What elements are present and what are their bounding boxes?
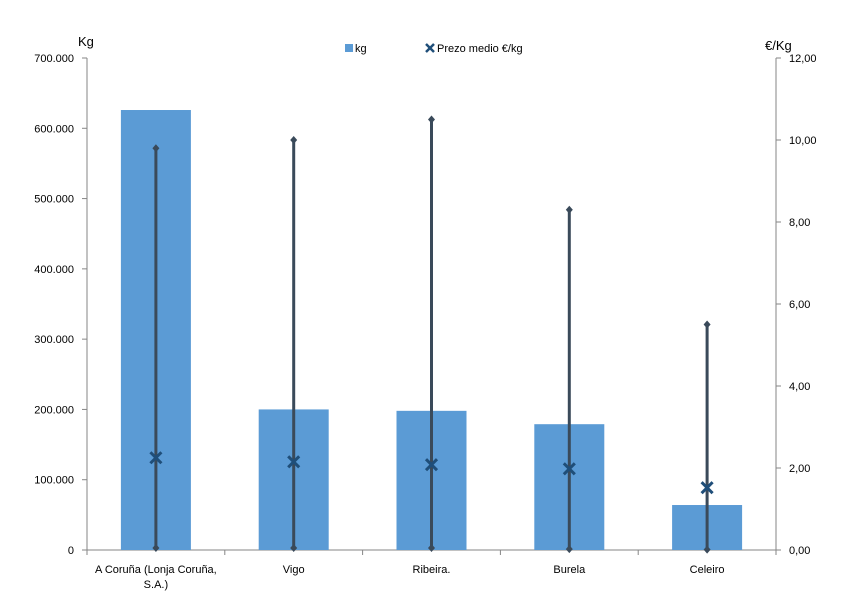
left-axis-tick-label: 200.000: [34, 404, 74, 416]
price-range-min-marker: [428, 543, 435, 552]
price-range-max-marker: [428, 115, 435, 124]
left-axis-tick-label: 600.000: [34, 123, 74, 135]
price-range-max-marker: [290, 136, 298, 144]
legend: kg Prezo medio €/kg: [345, 43, 523, 55]
price-avg-marker: [149, 451, 163, 465]
left-axis-tick-label: 300.000: [34, 334, 74, 346]
right-axis-tick-label: 10,00: [789, 135, 817, 147]
price-range-min-marker: [152, 543, 160, 552]
price-range-series: [149, 115, 714, 554]
price-range-min-marker: [703, 545, 711, 554]
right-axis-title: €/Kg: [765, 38, 792, 53]
right-axis-tick-label: 12,00: [789, 53, 817, 65]
left-axis-title: Kg: [78, 34, 94, 49]
legend-swatch-kg: [345, 44, 353, 52]
price-avg-marker: [562, 462, 576, 476]
left-axis-tick-label: 500.000: [34, 194, 74, 206]
right-axis-tick-label: 8,00: [789, 217, 810, 229]
price-range-min-marker: [290, 543, 298, 552]
price-range-max-marker: [152, 144, 160, 153]
left-axis-tick-label: 0: [68, 545, 74, 557]
price-avg-marker: [700, 481, 714, 495]
right-axis-tick-label: 2,00: [789, 463, 810, 475]
category-label: Vigo: [283, 564, 305, 576]
right-axis-tick-label: 0,00: [789, 545, 810, 557]
legend-label-price: Prezo medio €/kg: [437, 43, 523, 55]
category-label: Ribeira.: [413, 564, 451, 576]
right-axis: 0,00 2,00 4,00 6,00 8,00 10,00 12,00: [775, 53, 817, 557]
legend-label-kg: kg: [355, 43, 367, 55]
category-label: S.A.): [144, 579, 168, 591]
left-axis-tick-label: 100.000: [34, 475, 74, 487]
left-axis-tick-label: 700.000: [34, 53, 74, 65]
price-range-max-marker: [703, 320, 711, 329]
price-avg-marker: [424, 458, 439, 472]
legend-marker-price: [425, 43, 435, 53]
price-range-max-marker: [565, 205, 573, 214]
price-range-min-marker: [565, 545, 573, 554]
category-labels: A Coruña (Lonja Coruña, S.A.) Vigo Ribeira.…: [95, 564, 724, 591]
category-label: Celeiro: [690, 564, 725, 576]
right-axis-tick-label: 6,00: [789, 299, 810, 311]
right-axis-tick-label: 4,00: [789, 381, 810, 393]
price-avg-marker: [287, 455, 301, 469]
left-axis-tick-label: 400.000: [34, 264, 74, 276]
category-label: A Coruña (Lonja Coruña,: [95, 564, 217, 576]
category-label: Burela: [553, 564, 586, 576]
